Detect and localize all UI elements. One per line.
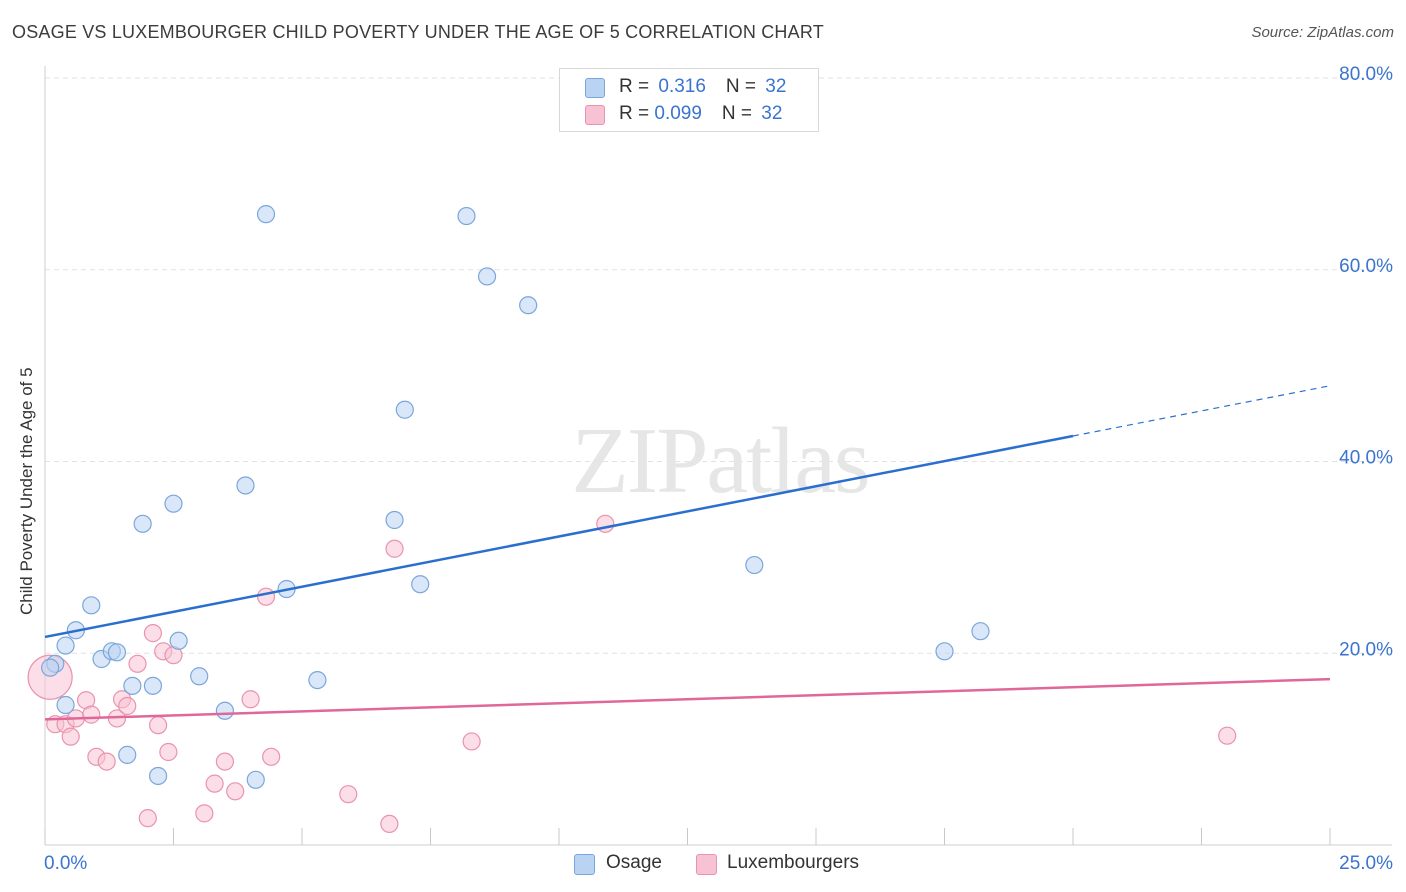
grid-lines	[45, 77, 1392, 654]
osage-point	[56, 695, 75, 715]
osage-point	[143, 676, 163, 695]
lux-legend-label: Luxembourgers	[727, 852, 860, 873]
luxembourgers-point	[380, 814, 399, 834]
y-tick-label: 20.0%	[1339, 639, 1393, 660]
luxembourgers-point	[215, 752, 234, 771]
osage-point	[385, 510, 404, 530]
luxembourgers-point	[61, 727, 80, 746]
x-tick-label-min: 0.0%	[44, 853, 87, 874]
osage-point	[123, 676, 142, 695]
osage-point	[457, 206, 476, 226]
osage-legend-label: Osage	[606, 852, 662, 873]
watermark: ZIPatlas	[571, 409, 868, 513]
y-tick-label: 40.0%	[1339, 448, 1393, 469]
luxembourgers-point	[385, 539, 404, 558]
luxembourgers-point	[128, 654, 147, 673]
luxembourgers-point	[148, 716, 168, 735]
luxembourgers-point	[256, 587, 276, 606]
osage-legend-swatch	[574, 854, 595, 875]
y-axis-label: Child Poverty Under the Age of 5	[17, 367, 36, 615]
osage-n-label: N =	[725, 76, 762, 97]
osage-n-value: 32	[765, 76, 787, 97]
osage-point	[246, 770, 265, 789]
osage-point	[56, 636, 75, 655]
osage-point	[256, 205, 276, 224]
lux-n-label: N =	[721, 103, 758, 124]
luxembourgers-point	[226, 782, 245, 801]
lux-swatch	[585, 105, 605, 125]
osage-point	[148, 766, 168, 786]
osage-point	[82, 596, 101, 615]
osage-point	[411, 575, 430, 594]
luxembourgers-point	[118, 696, 137, 716]
osage-point	[41, 658, 60, 677]
luxembourgers-point	[462, 732, 481, 751]
luxembourgers-point	[1218, 726, 1237, 745]
osage-point	[236, 476, 255, 495]
osage-point	[118, 745, 137, 764]
osage-point	[164, 494, 183, 513]
axes	[44, 66, 1392, 846]
y-tick-label: 60.0%	[1339, 256, 1393, 277]
lux-r-label: R =	[619, 103, 655, 124]
luxembourgers-point	[339, 785, 358, 804]
luxembourgers-trend-line	[44, 677, 1331, 721]
osage-point	[308, 670, 327, 690]
lux-r-value: 0.099	[654, 103, 702, 124]
osage-r-value: 0.316	[658, 76, 706, 97]
osage-point	[190, 667, 209, 686]
correlation-legend: R = 0.316 N = 32 R = 0.099 N = 32	[559, 68, 819, 132]
osage-point	[215, 701, 234, 720]
osage-point	[745, 555, 764, 575]
osage-trend-extension	[1072, 385, 1331, 437]
osage-r-label: R =	[619, 76, 655, 97]
tick-labels: 20.0% 40.0% 60.0% 80.0% 0.0% 25.0%	[44, 64, 1393, 874]
osage-point	[477, 267, 497, 286]
x-tick-label-max: 25.0%	[1339, 853, 1393, 874]
luxembourgers-point	[195, 804, 214, 823]
luxembourgers-point	[159, 742, 178, 762]
y-tick-label: 80.0%	[1339, 64, 1393, 85]
luxembourgers-point	[143, 624, 163, 643]
lux-n-value: 32	[761, 103, 783, 124]
osage-point	[935, 642, 954, 661]
luxembourgers-point	[97, 752, 116, 771]
osage-trend-line	[44, 434, 1074, 639]
luxembourgers-point	[205, 774, 224, 793]
osage-point	[107, 643, 127, 662]
osage-point	[133, 514, 152, 533]
osage-point	[169, 631, 188, 650]
osage-swatch	[585, 78, 605, 98]
osage-point	[519, 296, 538, 315]
osage-points	[41, 205, 990, 789]
osage-point	[395, 400, 414, 419]
luxembourgers-points	[27, 514, 1237, 834]
luxembourgers-point	[82, 705, 101, 724]
source-label: Source: ZipAtlas.com	[1251, 24, 1394, 41]
lux-legend-swatch	[696, 854, 717, 875]
osage-point	[971, 622, 990, 641]
luxembourgers-point	[241, 690, 260, 709]
chart-title: OSAGE VS LUXEMBOURGER CHILD POVERTY UNDE…	[12, 22, 824, 42]
luxembourgers-point	[138, 809, 157, 828]
trend-lines	[44, 385, 1331, 721]
luxembourgers-point	[262, 747, 281, 766]
